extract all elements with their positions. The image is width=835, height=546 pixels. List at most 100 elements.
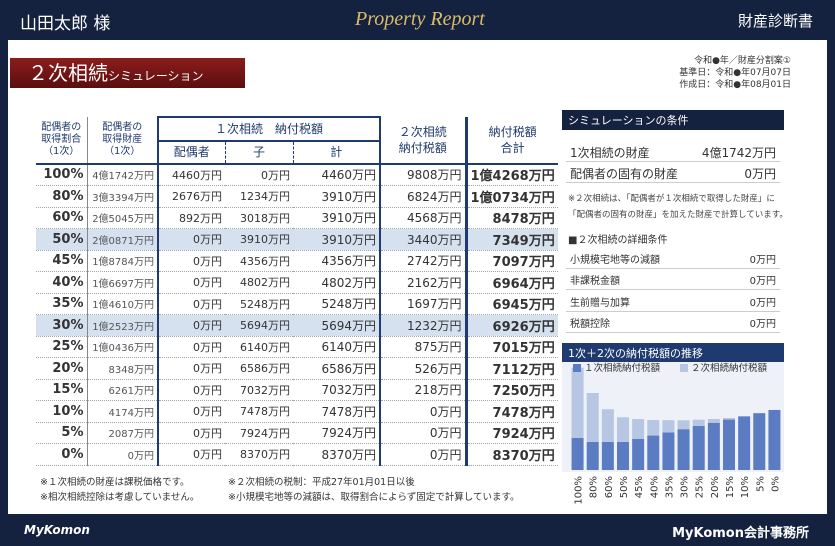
table-cell: 15% [36,379,88,401]
table-cell: 25% [36,336,88,358]
table-row: 60% 2億5045万円 892万円 3018万円 3910万円 4568万円 8478万円 [36,207,558,229]
table-cell: 35% [36,293,88,315]
x-tick-label: 35% [664,476,675,498]
table-cell: 0万円 [158,443,225,466]
table-cell: 892万円 [158,207,225,229]
chart-title: 1次＋2次の納付税額の推移 [562,343,784,363]
table-cell: 7478万円 [225,400,293,423]
table-cell: 5% [36,422,88,444]
table-cell: 875万円 [380,336,468,358]
table-cell: 4174万円 [87,400,159,423]
table-row: 45% 1億8784万円 0万円 4356万円 4356万円 2742万円 7097万円 [36,250,558,272]
x-tick-label: 15% [725,476,736,498]
bar-segment [617,441,629,470]
table-cell: 1232万円 [380,314,468,337]
bar-segment [617,417,629,442]
table-cell: 1697万円 [380,293,468,315]
table-cell: 5694万円 [293,314,381,337]
table-row: 5% 2087万円 0万円 7924万円 7924万円 0万円 7924万円 [36,422,558,444]
table-cell: 1億2523万円 [87,314,159,337]
bar-segment [768,409,781,470]
table-row: 25% 1億0436万円 0万円 6140万円 6140万円 875万円 7015万円 [36,336,558,358]
document-title: 財産診断書 [737,12,813,30]
title-main: ２次相続 [28,61,108,85]
table-row: 100% 4億1742万円 4460万円 0万円 4460万円 9808万円 1億4268万… [36,163,558,186]
header-spouse: 配偶者 [158,141,226,165]
condition-label: 小規模宅地等の減額 [570,255,660,266]
table-cell: 2億5045万円 [87,207,159,229]
table-cell: 4802万円 [225,271,293,294]
table-cell: 2162万円 [380,271,468,294]
bar-segment [753,413,766,470]
meta-line: 基準日：令和●年07月07日 [679,68,791,78]
table-cell: 0万円 [158,293,225,315]
bar-segment [662,420,675,433]
table-cell: 0万円 [87,443,159,466]
table-cell: 218万円 [380,379,468,401]
x-tick-label: 40% [649,476,660,498]
table-cell: 4568万円 [380,207,468,229]
table-cell: 0万円 [158,379,225,401]
legend-swatch [680,364,688,372]
table-row: 10% 4174万円 0万円 7478万円 7478万円 0万円 7478万円 [36,400,558,423]
table-cell: 6586万円 [293,357,381,380]
table-cell: 2676万円 [158,185,225,208]
bar-segment [707,418,720,423]
table-cell: 5248万円 [293,293,381,315]
table-cell: 1億6697万円 [87,271,159,294]
x-tick-label: 0% [770,476,781,492]
condition-label: 税額控除 [570,318,610,330]
bar-segment [738,416,751,470]
table-cell: 1234万円 [225,185,293,208]
bar-segment [586,441,599,470]
table-cell: 3910万円 [293,228,381,251]
bar-segment [723,418,735,420]
note: ※２次相続は、「配偶者が１次相続で取得した財産」に 「配偶者の固有の財産」を加え… [568,191,788,223]
meta: 令和●年／財産分割案① 基準日：令和●年07月07日 作成日：令和●年08月01… [679,55,791,91]
legend-label: １次相続納付税額 [584,362,661,374]
table-cell: 40% [36,271,88,294]
h: 取得財産 [102,133,143,145]
table-cell: 6945万円 [466,293,558,315]
table-cell: 3億3394万円 [87,185,159,208]
table-cell: 0万円 [158,271,225,294]
footnotes-right: ※２次相続の税制：平成27年01月01日以後 ※小規模宅地等の減額は、取得割合に… [228,475,520,505]
condition-value: 4億1742万円 [701,146,776,160]
condition-label: 生前贈与加算 [570,297,630,309]
condition-value: 0万円 [749,276,776,288]
table-cell: 8478万円 [466,207,558,229]
bar-segment [723,419,735,470]
x-tick-label: 10% [740,476,751,498]
table-cell: 3910万円 [293,207,381,229]
table-cell: 4460万円 [158,163,225,186]
bar-segment [632,438,645,470]
table-cell: 10% [36,400,88,423]
x-tick-label: 50% [619,476,630,498]
footnote: ※小規模宅地等の減額は、取得割合によらず固定で計算しています。 [228,492,520,503]
h: 取得割合 [41,133,82,145]
x-tick-label: 30% [680,476,691,498]
table-cell: 3910万円 [293,185,381,208]
table-cell: 45% [36,250,88,272]
table-cell: 7478万円 [293,400,381,423]
table-cell: 9808万円 [380,163,468,186]
table-cell: 7924万円 [225,422,293,444]
conditions-title: シミュレーションの条件 [562,110,784,130]
condition-value: 0万円 [749,318,776,330]
h: ２次相続 [398,124,447,139]
footer-logo: MyKomon [24,523,90,537]
condition-row: 配偶者の固有の財産 0万円 [566,162,780,183]
condition-label: 配偶者の固有の財産 [570,167,679,181]
detail-title: ■２次相続の詳細条件 [568,235,668,246]
x-tick-label: 80% [589,476,600,498]
table-cell: 4356万円 [225,250,293,272]
table-row: 30% 1億2523万円 0万円 5694万円 5694万円 1232万円 6926万円 [36,314,558,337]
condition-row: 非課税金額 0万円 [566,269,780,291]
condition-value: 0万円 [749,255,776,266]
condition-label: 1次相続の財産 [570,146,650,160]
table-cell: 4億1742万円 [87,163,159,186]
h: 合計 [500,140,525,155]
table-cell: 1億8784万円 [87,250,159,272]
x-tick-label: 60% [604,476,615,498]
logo-text: Property Report [355,8,485,30]
